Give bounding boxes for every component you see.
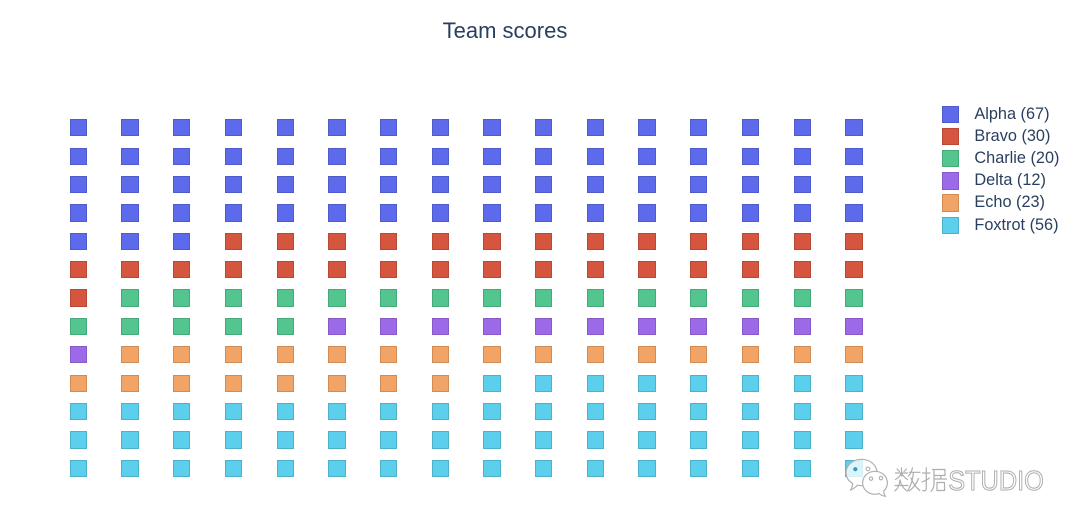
svg-text:STUDIO: STUDIO bbox=[948, 465, 1044, 496]
